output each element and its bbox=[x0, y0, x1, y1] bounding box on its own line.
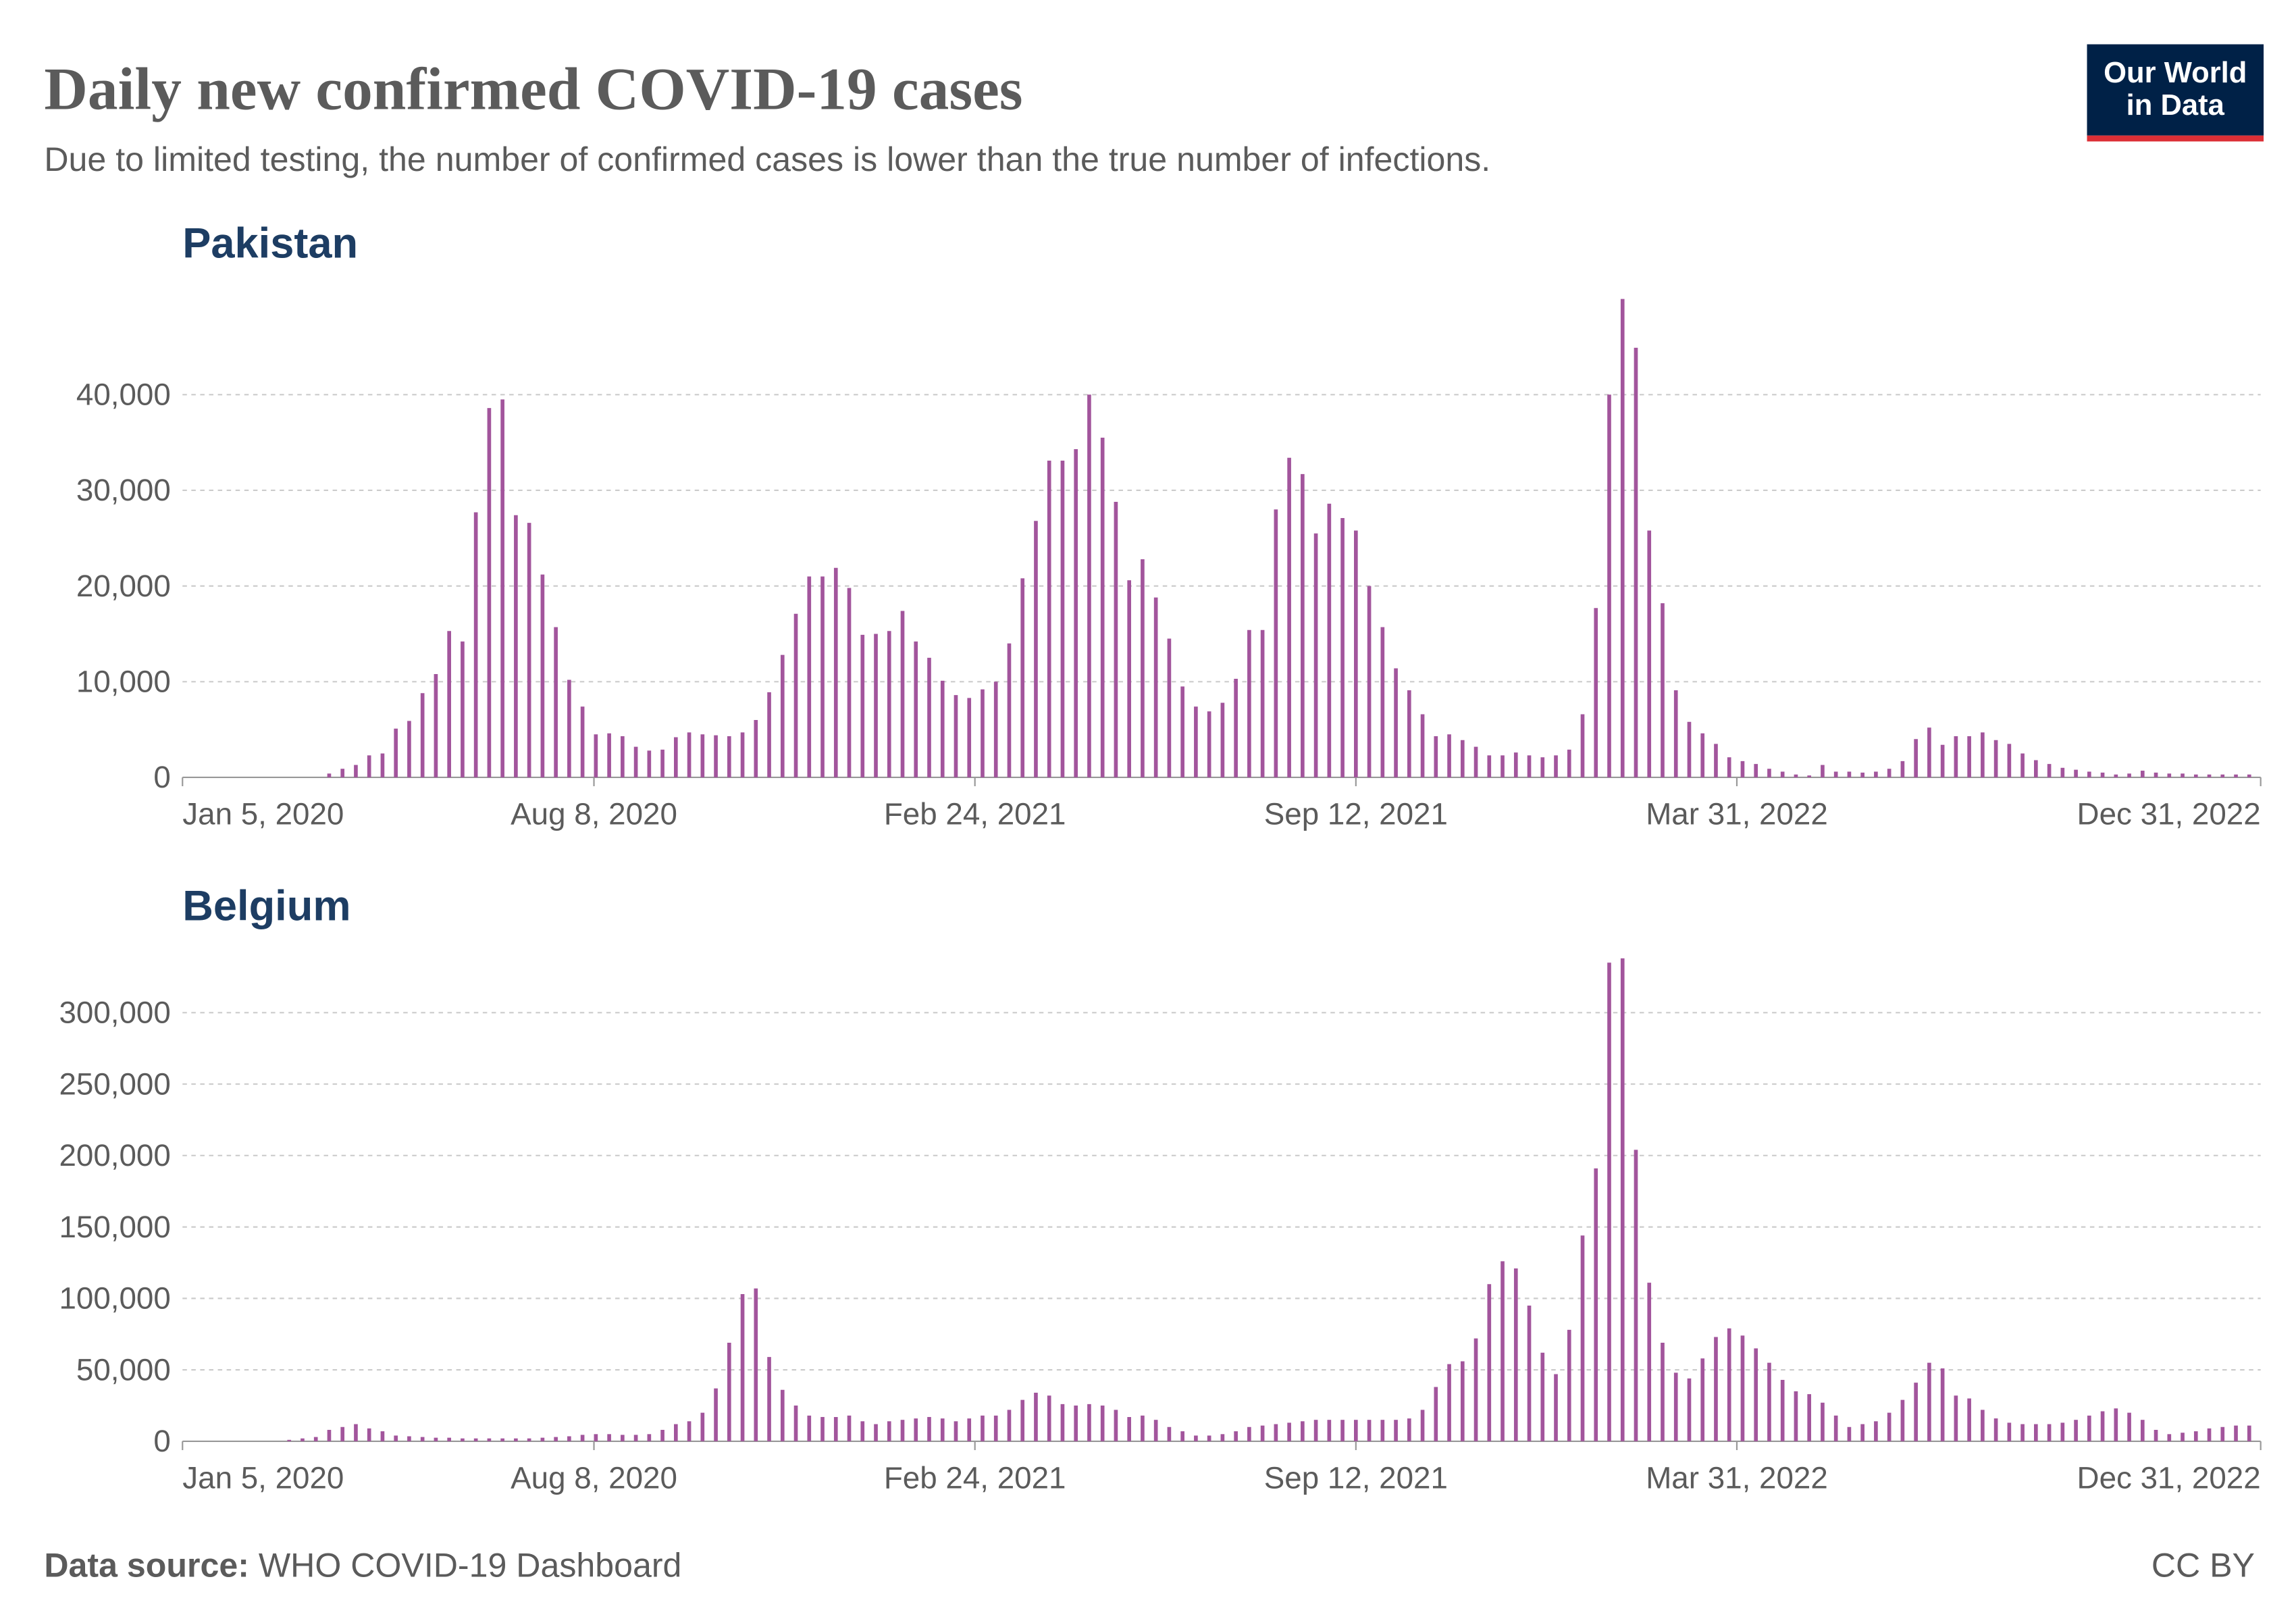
x-tick-label: Jan 5, 2020 bbox=[182, 797, 344, 831]
source-label: Data source: bbox=[44, 1546, 249, 1584]
source: Data source: WHO COVID-19 Dashboard bbox=[44, 1546, 681, 1584]
panel: Belgium 0 50,000 100,000 150,000 200,000 250,0… bbox=[59, 882, 2262, 1495]
logo-strip bbox=[2087, 135, 2264, 142]
y-tick-label: 40,000 bbox=[76, 378, 171, 412]
x-tick-label: Jan 5, 2020 bbox=[182, 1461, 344, 1495]
logo-text: in Data bbox=[2127, 89, 2225, 122]
y-tick-label: 0 bbox=[153, 1424, 170, 1458]
x-tick-label: Aug 8, 2020 bbox=[511, 1461, 677, 1495]
x-tick-label: Mar 31, 2022 bbox=[1646, 1461, 1828, 1495]
logo: Our World in Data bbox=[2087, 44, 2264, 142]
x-tick-label: Sep 12, 2021 bbox=[1264, 1461, 1448, 1495]
x-tick-label: Dec 31, 2022 bbox=[2077, 1461, 2261, 1495]
subtitle: Due to limited testing, the number of co… bbox=[44, 140, 1490, 178]
x-tick-label: Aug 8, 2020 bbox=[511, 797, 677, 831]
y-tick-label: 150,000 bbox=[59, 1210, 170, 1244]
x-tick-label: Feb 24, 2021 bbox=[884, 797, 1066, 831]
x-tick-label: Mar 31, 2022 bbox=[1646, 797, 1828, 831]
y-tick-label: 0 bbox=[153, 760, 170, 794]
y-tick-label: 100,000 bbox=[59, 1281, 170, 1316]
panel-title: Belgium bbox=[182, 882, 350, 929]
x-tick-label: Dec 31, 2022 bbox=[2077, 797, 2261, 831]
x-tick-label: Feb 24, 2021 bbox=[884, 1461, 1066, 1495]
license: CC BY bbox=[2151, 1546, 2255, 1584]
y-tick-label: 50,000 bbox=[76, 1352, 171, 1387]
y-tick-label: 20,000 bbox=[76, 569, 171, 603]
logo-box bbox=[2087, 44, 2264, 136]
y-tick-label: 300,000 bbox=[59, 996, 170, 1030]
source-text: WHO COVID-19 Dashboard bbox=[259, 1546, 682, 1584]
y-tick-label: 10,000 bbox=[76, 665, 171, 699]
y-tick-label: 250,000 bbox=[59, 1066, 170, 1101]
panel: Pakistan 0 10,000 20,000 30,000 40,000 Jan 5, … bbox=[76, 220, 2262, 831]
logo-text: Our World bbox=[2104, 57, 2247, 89]
title: Daily new confirmed COVID-19 cases bbox=[44, 55, 1022, 122]
y-tick-label: 200,000 bbox=[59, 1138, 170, 1173]
panel-title: Pakistan bbox=[182, 220, 358, 267]
x-tick-label: Sep 12, 2021 bbox=[1264, 797, 1448, 831]
y-tick-label: 30,000 bbox=[76, 473, 171, 507]
